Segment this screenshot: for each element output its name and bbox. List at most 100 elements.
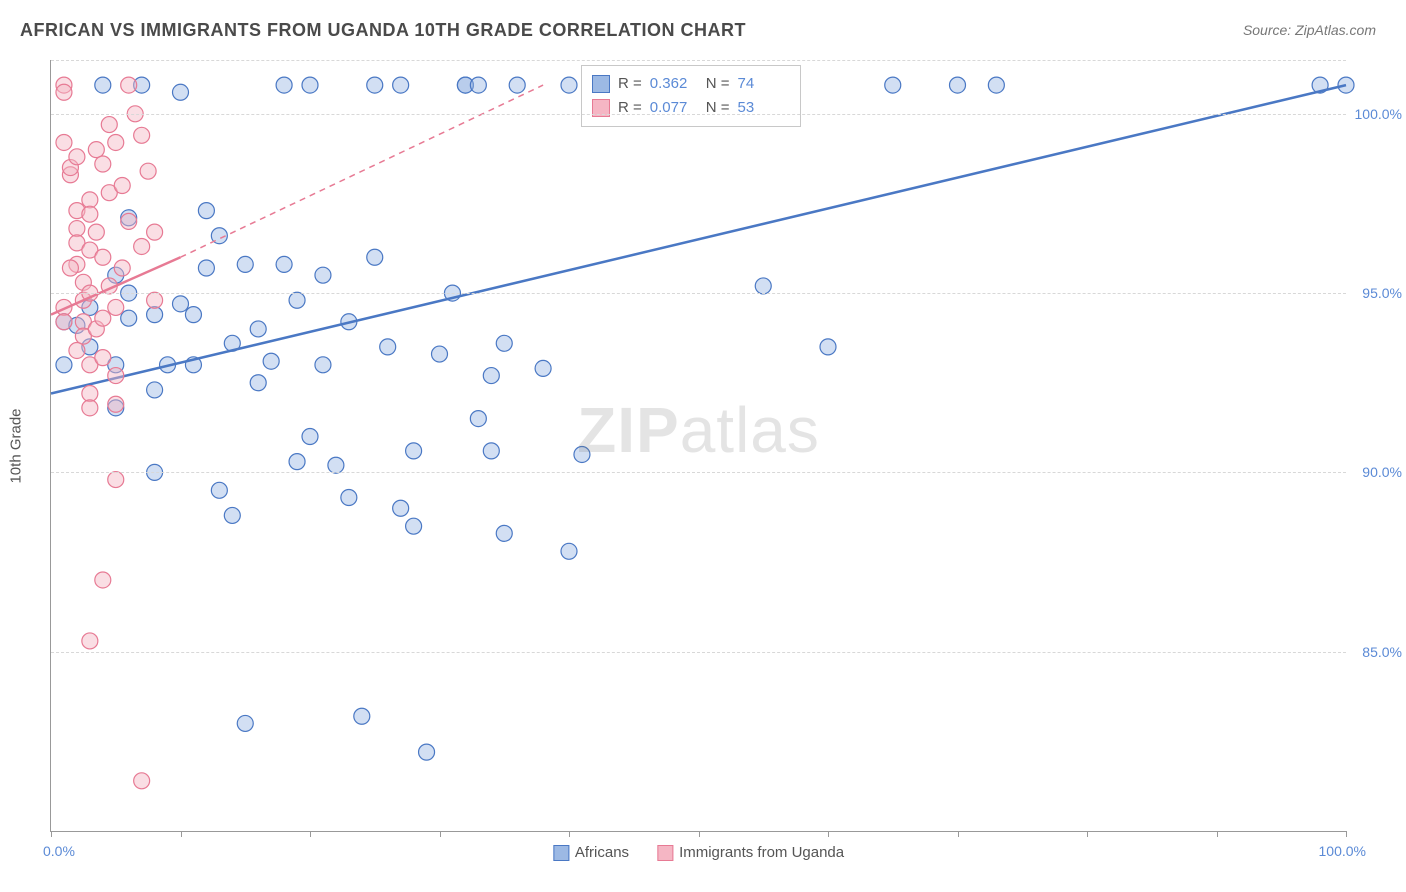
data-point (108, 299, 124, 315)
stats-row: R =0.077N =53 (592, 96, 786, 120)
data-point (406, 443, 422, 459)
y-axis-label: 10th Grade (8, 408, 25, 483)
correlation-stats-box: R =0.362N =74R =0.077N =53 (581, 65, 801, 127)
data-point (406, 518, 422, 534)
x-tick (310, 831, 311, 837)
x-tick (1346, 831, 1347, 837)
data-point (988, 77, 1004, 93)
data-point (470, 77, 486, 93)
x-tick (699, 831, 700, 837)
data-point (108, 472, 124, 488)
source-attribution: Source: ZipAtlas.com (1243, 22, 1376, 38)
data-point (56, 357, 72, 373)
legend-label: Immigrants from Uganda (679, 844, 844, 861)
data-point (315, 267, 331, 283)
data-point (289, 292, 305, 308)
data-point (82, 192, 98, 208)
data-point (82, 206, 98, 222)
gridline (51, 293, 1346, 294)
stats-n-label: N = (706, 96, 730, 120)
data-point (367, 249, 383, 265)
data-point (69, 149, 85, 165)
data-point (483, 368, 499, 384)
data-point (276, 256, 292, 272)
data-point (496, 335, 512, 351)
stats-r-label: R = (618, 96, 642, 120)
x-tick (828, 831, 829, 837)
data-point (237, 715, 253, 731)
data-point (755, 278, 771, 294)
data-point (211, 482, 227, 498)
data-point (535, 360, 551, 376)
legend-item: Immigrants from Uganda (657, 844, 844, 861)
stats-swatch (592, 75, 610, 93)
data-point (62, 260, 78, 276)
data-point (147, 224, 163, 240)
data-point (561, 77, 577, 93)
y-tick-label: 90.0% (1362, 464, 1402, 480)
trend-line-extension (181, 85, 544, 257)
data-point (82, 400, 98, 416)
chart-title: AFRICAN VS IMMIGRANTS FROM UGANDA 10TH G… (20, 20, 746, 41)
data-point (224, 507, 240, 523)
data-point (88, 224, 104, 240)
x-tick (958, 831, 959, 837)
data-point (250, 321, 266, 337)
data-point (147, 382, 163, 398)
data-point (56, 314, 72, 330)
data-point (121, 77, 137, 93)
data-point (121, 213, 137, 229)
plot-svg (51, 60, 1346, 831)
chart-container: AFRICAN VS IMMIGRANTS FROM UGANDA 10TH G… (0, 0, 1406, 892)
stats-n-value: 74 (738, 72, 786, 96)
data-point (289, 454, 305, 470)
data-point (108, 396, 124, 412)
data-point (82, 386, 98, 402)
data-point (121, 310, 137, 326)
data-point (302, 77, 318, 93)
x-axis-max-label: 100.0% (1319, 843, 1366, 859)
data-point (56, 134, 72, 150)
x-tick (569, 831, 570, 837)
stats-n-label: N = (706, 72, 730, 96)
data-point (95, 310, 111, 326)
data-point (470, 411, 486, 427)
data-point (820, 339, 836, 355)
data-point (574, 446, 590, 462)
plot-area: 10th Grade ZIPatlas R =0.362N =74R =0.07… (50, 60, 1346, 832)
data-point (108, 368, 124, 384)
data-point (263, 353, 279, 369)
gridline (51, 114, 1346, 115)
gridline (51, 472, 1346, 473)
stats-n-value: 53 (738, 96, 786, 120)
legend-swatch (657, 845, 673, 861)
trend-line (51, 85, 1346, 393)
data-point (341, 489, 357, 505)
data-point (950, 77, 966, 93)
x-axis-min-label: 0.0% (43, 843, 75, 859)
y-tick-label: 100.0% (1355, 106, 1402, 122)
data-point (276, 77, 292, 93)
data-point (95, 77, 111, 93)
data-point (198, 203, 214, 219)
y-tick-label: 95.0% (1362, 285, 1402, 301)
data-point (393, 500, 409, 516)
data-point (315, 357, 331, 373)
data-point (328, 457, 344, 473)
stats-r-label: R = (618, 72, 642, 96)
data-point (561, 543, 577, 559)
data-point (380, 339, 396, 355)
data-point (114, 260, 130, 276)
data-point (101, 117, 117, 133)
legend-label: Africans (575, 844, 629, 861)
gridline (51, 652, 1346, 653)
stats-r-value: 0.362 (650, 72, 698, 96)
data-point (95, 350, 111, 366)
data-point (69, 221, 85, 237)
data-point (95, 156, 111, 172)
legend-item: Africans (553, 844, 629, 861)
data-point (56, 84, 72, 100)
x-tick (1087, 831, 1088, 837)
legend-bottom: Africans Immigrants from Uganda (553, 844, 844, 861)
data-point (367, 77, 383, 93)
